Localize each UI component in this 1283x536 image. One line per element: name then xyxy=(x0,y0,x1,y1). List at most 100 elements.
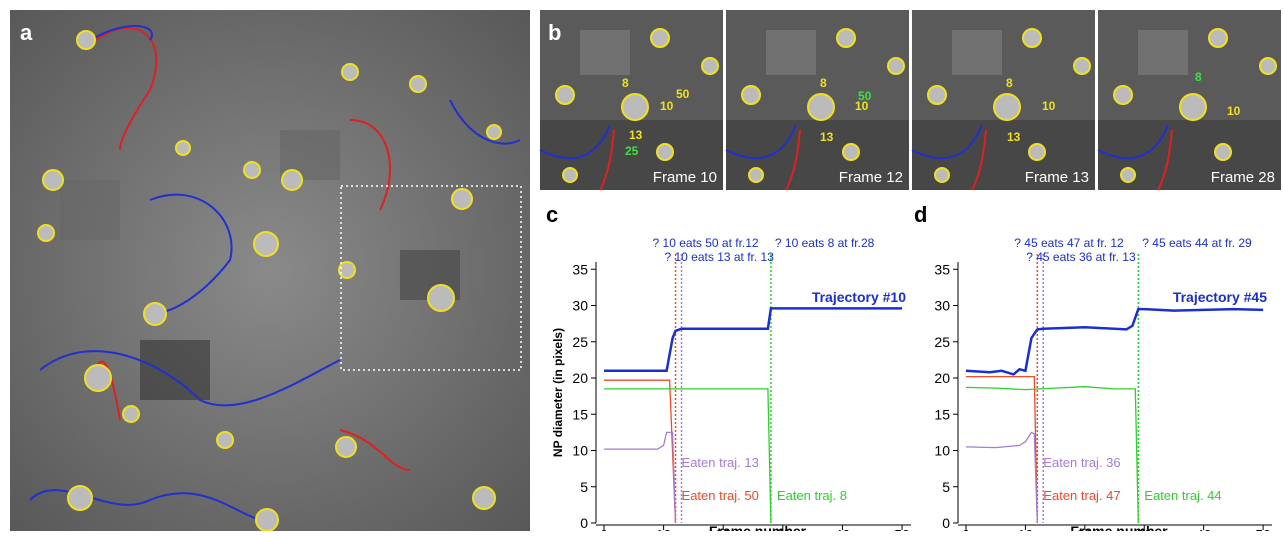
event-label: ? 45 eats 44 at fr. 29 xyxy=(1142,236,1252,250)
particle xyxy=(842,143,860,161)
series-line xyxy=(604,307,903,373)
particle-id: 13 xyxy=(1007,130,1021,144)
trajectory xyxy=(1097,124,1169,160)
frame-shade xyxy=(766,30,816,75)
trajectory xyxy=(911,124,983,160)
particle xyxy=(1259,57,1277,75)
y-tick-label: 0 xyxy=(942,515,950,531)
series-line xyxy=(965,431,1038,524)
trajectory xyxy=(539,124,611,160)
particle-id: 13 xyxy=(629,128,643,142)
x-tick-label: 40 xyxy=(1196,526,1212,531)
panel-a-image xyxy=(10,10,530,532)
trajectory xyxy=(1157,129,1173,191)
y-tick-label: 35 xyxy=(572,261,588,277)
panel-label: b xyxy=(548,20,561,45)
trajectory xyxy=(725,124,797,160)
particle-id: 8 xyxy=(1195,70,1202,84)
frame-shade xyxy=(580,30,630,75)
frame-label: Frame 28 xyxy=(1211,169,1275,186)
particle xyxy=(807,93,835,121)
frame-shade xyxy=(952,30,1002,75)
particle xyxy=(1028,143,1046,161)
particle xyxy=(1113,85,1133,105)
particle-id: 50 xyxy=(858,89,872,103)
x-tick-label: 0 xyxy=(962,526,970,531)
trajectory xyxy=(785,129,801,191)
y-tick-label: 30 xyxy=(572,298,588,314)
particle xyxy=(887,57,905,75)
particle-id: 50 xyxy=(676,87,690,101)
x-tick-label: 10 xyxy=(1018,526,1034,531)
event-label: ? 45 eats 47 at fr. 12 xyxy=(1014,236,1124,250)
trajectory xyxy=(971,129,987,191)
series-line xyxy=(604,431,677,524)
event-label: ? 45 eats 36 at fr. 13 xyxy=(1026,250,1136,264)
x-tick-label: 50 xyxy=(1255,526,1271,531)
particle xyxy=(836,28,856,48)
particle xyxy=(650,28,670,48)
y-tick-label: 20 xyxy=(572,370,588,386)
series-line xyxy=(965,386,1139,524)
event-label: ? 10 eats 50 at fr.12 xyxy=(653,236,759,250)
particle xyxy=(927,85,947,105)
y-tick-label: 35 xyxy=(934,261,950,277)
particle xyxy=(993,93,1021,121)
frame-label: Frame 13 xyxy=(1025,169,1089,186)
x-tick-label: 40 xyxy=(835,526,851,531)
series-label: Eaten traj. 13 xyxy=(682,455,759,470)
particle xyxy=(1073,57,1091,75)
panel-label: d xyxy=(914,202,927,227)
charts: c0510152025303501020304050Frame numberNP… xyxy=(546,202,1272,536)
series-line xyxy=(965,307,1264,376)
y-tick-label: 15 xyxy=(934,406,950,422)
y-tick-label: 25 xyxy=(934,334,950,350)
particle xyxy=(555,85,575,105)
series-label: Eaten traj. 47 xyxy=(1043,488,1120,503)
y-tick-label: 10 xyxy=(934,443,950,459)
particle xyxy=(1120,167,1136,183)
series-line xyxy=(604,388,772,524)
particle-id: 13 xyxy=(820,130,834,144)
y-tick-label: 20 xyxy=(934,370,950,386)
y-tick-label: 5 xyxy=(580,479,588,495)
particle xyxy=(562,167,578,183)
series-label: Eaten traj. 44 xyxy=(1144,488,1221,503)
x-tick-label: 10 xyxy=(656,526,672,531)
particle xyxy=(701,57,719,75)
x-axis-label: Frame number xyxy=(1070,523,1168,531)
particle-id: 10 xyxy=(855,99,869,113)
particle-id: 10 xyxy=(1042,99,1056,113)
series-line xyxy=(604,379,677,524)
particle xyxy=(934,167,950,183)
particle-id: 10 xyxy=(1227,104,1241,118)
y-axis-label: NP diameter (in pixels) xyxy=(551,328,565,457)
particle xyxy=(621,93,649,121)
frame-shade xyxy=(1138,30,1188,75)
particle-id: 8 xyxy=(1006,76,1013,90)
particle xyxy=(741,85,761,105)
event-label: ? 10 eats 8 at fr.28 xyxy=(775,236,875,250)
particle-id: 8 xyxy=(622,76,629,90)
frame-label: Frame 12 xyxy=(839,169,903,186)
frame-label: Frame 10 xyxy=(653,169,717,186)
y-tick-label: 30 xyxy=(934,298,950,314)
series-label: Eaten traj. 36 xyxy=(1043,455,1120,470)
series-label: Trajectory #45 xyxy=(1173,289,1267,305)
y-tick-label: 5 xyxy=(942,479,950,495)
panel-label: c xyxy=(546,202,558,227)
y-tick-label: 25 xyxy=(572,334,588,350)
series-label: Trajectory #10 xyxy=(812,289,906,305)
y-tick-label: 15 xyxy=(572,406,588,422)
series-label: Eaten traj. 8 xyxy=(777,488,847,503)
y-tick-label: 0 xyxy=(580,515,588,531)
particle-id: 10 xyxy=(660,99,674,113)
particle-id: 25 xyxy=(625,144,639,158)
particle-id: 8 xyxy=(820,76,827,90)
particle xyxy=(1208,28,1228,48)
particle xyxy=(1179,93,1207,121)
x-tick-label: 50 xyxy=(894,526,910,531)
trajectory xyxy=(599,129,615,191)
